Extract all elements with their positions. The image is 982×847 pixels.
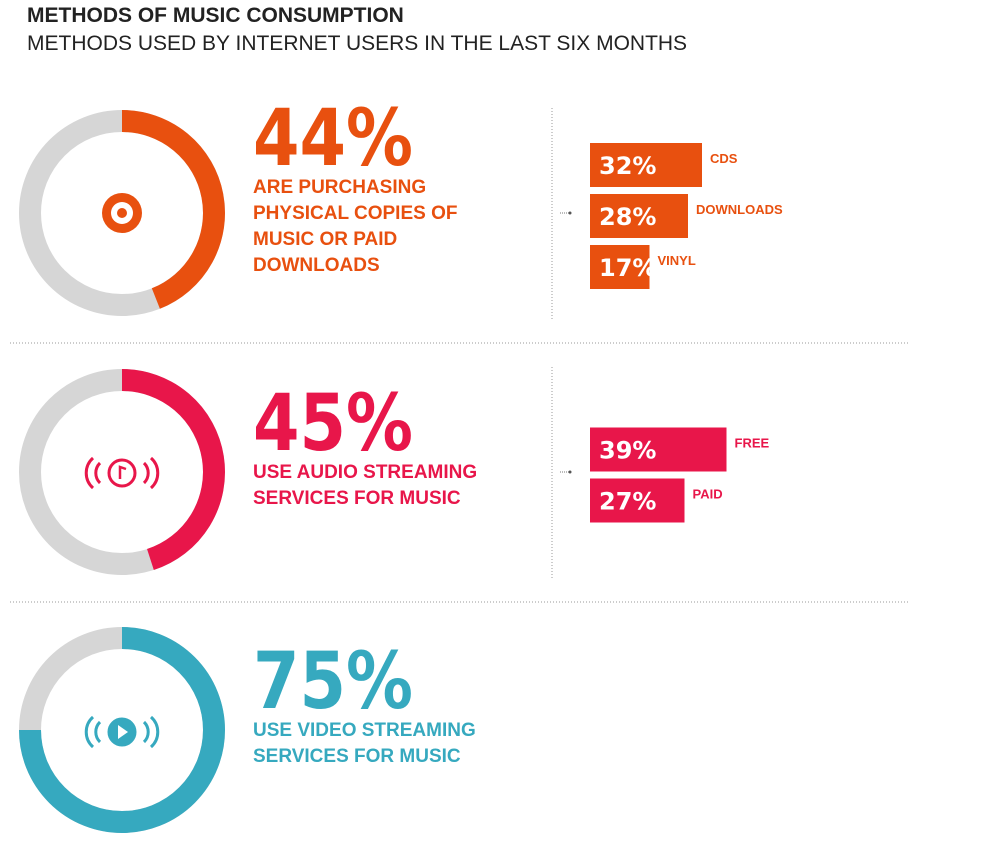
bar-category-label: FREE [735,436,770,451]
donut-arc [19,627,225,833]
bar-value-label: 27% [599,488,656,516]
bar-value-label: 28% [599,203,656,231]
bar [590,245,650,289]
bar-value-label: 32% [599,152,656,180]
description: MUSIC OR PAID [253,229,397,250]
description: ARE PURCHASING [253,177,426,198]
bar-category-label: DOWNLOADS [696,202,783,217]
bar [590,194,688,238]
donut-arc [121,369,225,570]
big-percent: 44% [253,94,413,184]
bar [590,478,685,523]
description: SERVICES FOR MUSIC [253,488,461,509]
bar [590,427,727,472]
bar-value-label: 39% [599,437,656,465]
big-percent: 45% [253,379,413,469]
subtitle: METHODS USED BY INTERNET USERS IN THE LA… [27,32,687,55]
description: USE AUDIO STREAMING [253,462,477,483]
bar-category-label: VINYL [658,253,696,268]
description: SERVICES FOR MUSIC [253,746,461,767]
description: PHYSICAL COPIES OF [253,203,457,224]
pointer-head [568,211,572,215]
description: DOWNLOADS [253,255,380,276]
vinyl-icon [102,193,142,233]
audio-icon [84,456,160,490]
pointer-head [568,470,572,474]
big-percent: 75% [253,637,413,727]
bar-category-label: CDS [710,151,738,166]
title: METHODS OF MUSIC CONSUMPTION [27,4,404,27]
video-icon [84,715,160,749]
bar-value-label: 17% [599,254,656,282]
description: USE VIDEO STREAMING [253,720,476,741]
bar [590,143,702,187]
bar-category-label: PAID [693,487,723,502]
donut-arc [121,110,225,309]
